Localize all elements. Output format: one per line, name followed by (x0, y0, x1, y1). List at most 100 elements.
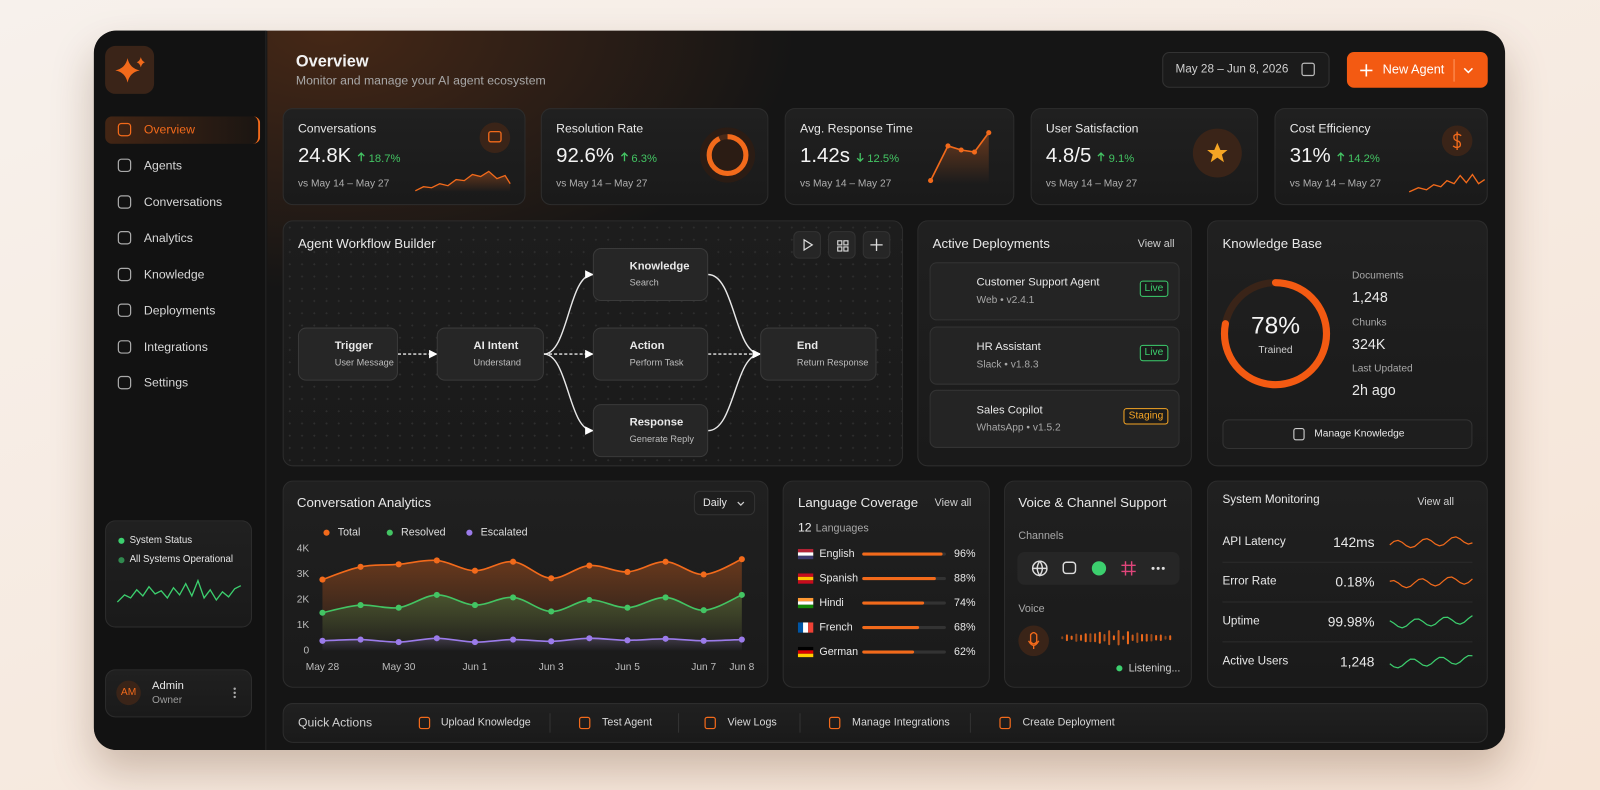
kpi-sparkline (415, 170, 511, 192)
language-value: 62% (954, 645, 976, 659)
quick-action[interactable]: Test Agent (602, 716, 653, 729)
flag (797, 604, 814, 609)
data-point (548, 575, 555, 582)
chevron (737, 501, 745, 506)
nav-icon (117, 122, 132, 137)
deployment-card[interactable] (929, 262, 1180, 321)
channel-icons[interactable] (1031, 560, 1165, 577)
bar (862, 601, 925, 605)
button-label[interactable]: Manage Knowledge (1314, 428, 1405, 440)
count-label: Languages (815, 522, 869, 535)
kpi-change: 14.2% (1347, 153, 1380, 166)
flag (797, 653, 814, 658)
workflow-node[interactable] (592, 404, 709, 458)
language-name: English (819, 547, 855, 561)
nav-item[interactable]: Overview (143, 122, 195, 137)
legend-label: Escalated (481, 526, 528, 538)
node-sub: Generate Reply (629, 433, 694, 444)
status-dot (118, 537, 125, 544)
quick-action[interactable]: Create Deployment (1022, 716, 1115, 729)
manage-knowledge-button[interactable] (1222, 419, 1473, 449)
quick-action[interactable]: View Logs (727, 716, 777, 729)
data-point (433, 635, 440, 642)
waveform-bar (1070, 635, 1073, 640)
nav-item[interactable]: Knowledge (143, 267, 205, 282)
data-point (433, 557, 440, 564)
listening-dot (1116, 665, 1123, 672)
metric-label: API Latency (1222, 535, 1286, 548)
deployment-name: Sales Copilot (976, 404, 1043, 417)
workflow-node[interactable] (592, 327, 709, 381)
nav-icon (117, 303, 132, 317)
nav-item[interactable]: Conversations (143, 194, 223, 210)
language-name: Spanish (819, 572, 859, 585)
workflow-node[interactable] (760, 327, 877, 381)
quick-action[interactable]: Manage Integrations (852, 716, 950, 729)
deployment-name: Customer Support Agent (976, 276, 1100, 289)
nav-item[interactable]: Analytics (143, 230, 193, 245)
change-arrow (620, 152, 628, 162)
quick-action[interactable]: Upload Knowledge (440, 716, 531, 729)
nav-item[interactable]: Settings (143, 375, 189, 390)
change-arrow (357, 152, 366, 162)
play-icon[interactable] (803, 238, 814, 252)
node-label: Action (629, 339, 665, 353)
kpi-title: Conversations (297, 121, 377, 136)
nav-icon (117, 231, 132, 245)
nav-icon (117, 267, 132, 282)
mic-button[interactable] (1018, 625, 1049, 657)
data-point (319, 637, 326, 644)
legend-label: Total (338, 526, 361, 538)
view-all[interactable]: View all (1137, 237, 1175, 250)
grid-icon[interactable] (837, 240, 849, 252)
waveform-bar (1094, 633, 1097, 643)
workflow-node[interactable] (436, 327, 544, 381)
deployment-card[interactable] (929, 326, 1180, 385)
waveform-bar (1117, 630, 1120, 646)
series-area (322, 594, 742, 652)
change-arrow (1097, 152, 1106, 162)
kpi-period: vs May 14 – May 27 (297, 178, 390, 190)
status-title: System Status (129, 534, 193, 546)
plus-icon[interactable] (870, 238, 883, 252)
chat-icon (488, 130, 502, 143)
progress-caption: Trained (1258, 344, 1293, 357)
button-label[interactable]: New Agent (1382, 62, 1445, 77)
flag (797, 573, 814, 577)
kpi-period: vs May 14 – May 27 (1045, 178, 1138, 190)
period-select[interactable] (693, 490, 756, 516)
kpi-value: 31% (1289, 144, 1331, 168)
kpi-value-row: 1.42s 12.5% (800, 144, 899, 168)
deployment-card[interactable] (929, 389, 1180, 448)
data-point (395, 639, 402, 646)
status-message: All Systems Operational (129, 554, 234, 566)
nav-item[interactable]: Agents (143, 158, 182, 173)
workflow-node[interactable] (297, 327, 398, 381)
date-range[interactable]: May 28 – Jun 8, 2026 (1175, 63, 1289, 76)
panel-title: Conversation Analytics (296, 494, 432, 511)
star-icon (1207, 142, 1228, 163)
nav-item[interactable]: Deployments (143, 303, 216, 318)
more-icon[interactable] (233, 687, 236, 699)
deployment-name: HR Assistant (976, 340, 1041, 354)
action-icon (704, 716, 716, 730)
nav-icon (117, 195, 132, 209)
data-point (738, 636, 745, 643)
legend-label: Resolved (401, 526, 446, 538)
kpi-sparkline (1408, 173, 1486, 193)
view-all[interactable]: View all (1417, 495, 1455, 509)
flag (797, 580, 814, 584)
waveform-bar (1065, 634, 1068, 642)
workflow-node[interactable] (592, 247, 709, 302)
deployment-meta: Web • v2.4.1 (976, 294, 1035, 307)
nav-item[interactable]: Integrations (143, 339, 208, 355)
select-label[interactable]: Daily (703, 496, 727, 510)
node-label: Knowledge (629, 260, 690, 273)
chevron[interactable] (1463, 67, 1473, 74)
data-point (738, 591, 745, 598)
data-point (700, 571, 707, 578)
flag (797, 576, 814, 581)
y-tick-label: 0 (304, 646, 310, 657)
waveform-bar (1145, 633, 1148, 642)
view-all[interactable]: View all (934, 496, 972, 510)
